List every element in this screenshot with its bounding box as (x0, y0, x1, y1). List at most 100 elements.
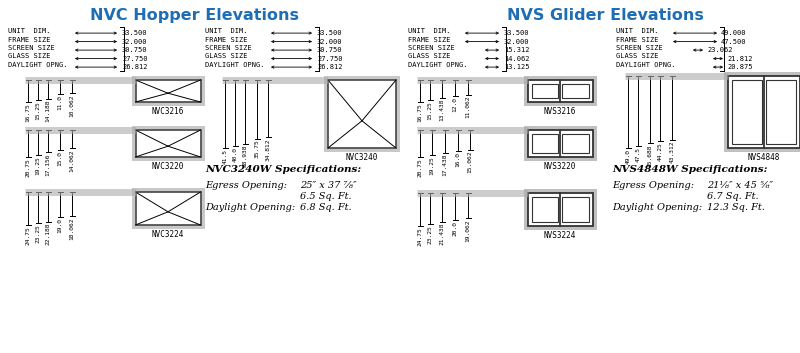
Text: 25″ x 37 ⅞″: 25″ x 37 ⅞″ (300, 181, 357, 190)
Bar (523, 189, 597, 230)
Text: SCREEN SIZE: SCREEN SIZE (408, 45, 454, 51)
Bar (131, 126, 205, 161)
Bar (324, 76, 400, 152)
Text: 49.0: 49.0 (626, 149, 630, 164)
Bar (724, 72, 800, 152)
Text: 16.75: 16.75 (26, 103, 30, 122)
Text: 6.5 Sq. Ft.: 6.5 Sq. Ft. (300, 192, 352, 201)
Text: 33.500: 33.500 (504, 30, 530, 36)
Text: Egress Opening:: Egress Opening: (205, 181, 287, 190)
Bar (527, 130, 593, 157)
Text: 41.5: 41.5 (222, 149, 227, 164)
Bar (766, 80, 796, 144)
Text: 21⅛″ x 45 ⅝″: 21⅛″ x 45 ⅝″ (707, 181, 773, 190)
Text: 49.000: 49.000 (721, 30, 746, 36)
Text: 17.438: 17.438 (442, 154, 447, 176)
Text: 44.25: 44.25 (658, 142, 662, 161)
Text: 30.750: 30.750 (122, 47, 147, 53)
Text: GLASS SIZE: GLASS SIZE (408, 54, 450, 60)
Text: 40.0: 40.0 (233, 146, 238, 162)
Text: 6.8 Sq. Ft.: 6.8 Sq. Ft. (300, 203, 352, 212)
Text: NVS3220: NVS3220 (544, 162, 576, 171)
Text: 17.156: 17.156 (46, 153, 50, 176)
Text: 23.062: 23.062 (707, 47, 733, 53)
Text: 27.750: 27.750 (317, 56, 342, 62)
Text: 15.312: 15.312 (504, 47, 530, 53)
Bar (523, 76, 597, 106)
Bar (131, 188, 205, 229)
Text: NVC Hopper Elevations: NVC Hopper Elevations (90, 8, 299, 23)
Text: 15.25: 15.25 (427, 101, 433, 120)
Text: 20.875: 20.875 (727, 64, 753, 70)
Bar (562, 134, 589, 153)
Text: DAYLIGHT OPNG.: DAYLIGHT OPNG. (8, 62, 67, 68)
Text: NVC3216: NVC3216 (152, 107, 184, 116)
Text: 13.125: 13.125 (504, 64, 530, 70)
Text: 26.812: 26.812 (122, 64, 147, 70)
Text: 23.25: 23.25 (427, 225, 433, 244)
Text: SCREEN SIZE: SCREEN SIZE (616, 45, 662, 51)
Text: NVC3224: NVC3224 (152, 230, 184, 239)
Text: 16.0: 16.0 (455, 152, 461, 167)
Text: 21.812: 21.812 (727, 56, 753, 62)
Text: 19.25: 19.25 (430, 156, 434, 175)
Text: 26.812: 26.812 (317, 64, 342, 70)
Text: 33.500: 33.500 (317, 30, 342, 36)
Bar (328, 80, 396, 148)
Text: 15.062: 15.062 (467, 151, 473, 173)
Text: 20.0: 20.0 (453, 221, 458, 236)
Text: 19.062: 19.062 (466, 220, 470, 242)
Text: 24.75: 24.75 (418, 227, 422, 246)
Text: 30.750: 30.750 (317, 47, 342, 53)
Text: 32.000: 32.000 (317, 38, 342, 44)
Text: UNIT  DIM.: UNIT DIM. (205, 28, 247, 34)
Text: 11.0: 11.0 (58, 95, 62, 110)
Text: GLASS SIZE: GLASS SIZE (616, 54, 658, 60)
Text: 32.000: 32.000 (504, 38, 530, 44)
Text: DAYLIGHT OPNG.: DAYLIGHT OPNG. (616, 62, 675, 68)
Text: UNIT  DIM.: UNIT DIM. (616, 28, 658, 34)
Text: Egress Opening:: Egress Opening: (612, 181, 694, 190)
Bar (523, 126, 597, 161)
Text: GLASS SIZE: GLASS SIZE (8, 54, 50, 60)
Bar (527, 193, 593, 226)
Text: 6.7 Sq. Ft.: 6.7 Sq. Ft. (707, 192, 758, 201)
Text: 20.75: 20.75 (418, 158, 422, 177)
Text: 45.688: 45.688 (647, 144, 653, 167)
Bar (527, 80, 593, 102)
Bar (531, 84, 558, 98)
Text: 13.438: 13.438 (439, 98, 445, 121)
Text: DAYLIGHT OPNG.: DAYLIGHT OPNG. (408, 62, 467, 68)
Text: 32.000: 32.000 (122, 38, 147, 44)
Text: 22.188: 22.188 (46, 223, 50, 245)
Text: 10.062: 10.062 (70, 94, 74, 117)
Bar (728, 76, 800, 148)
Text: GLASS SIZE: GLASS SIZE (205, 54, 247, 60)
Text: NVC3220: NVC3220 (152, 162, 184, 171)
Text: 19.0: 19.0 (58, 219, 62, 233)
Text: DAYLIGHT OPNG.: DAYLIGHT OPNG. (205, 62, 265, 68)
Text: NVS4848: NVS4848 (748, 153, 780, 162)
Text: 14.062: 14.062 (70, 149, 74, 172)
Text: 12.3 Sq. Ft.: 12.3 Sq. Ft. (707, 203, 765, 212)
Text: 27.750: 27.750 (122, 56, 147, 62)
Text: FRAME SIZE: FRAME SIZE (408, 36, 450, 42)
Bar (135, 80, 201, 102)
Text: FRAME SIZE: FRAME SIZE (616, 36, 658, 42)
Text: 34.812: 34.812 (266, 138, 270, 161)
Bar (135, 130, 201, 157)
Text: NVS Glider Elevations: NVS Glider Elevations (506, 8, 703, 23)
Bar (732, 80, 762, 144)
Text: 21.438: 21.438 (439, 223, 445, 245)
Text: 38.938: 38.938 (242, 145, 247, 167)
Text: 47.5: 47.5 (635, 147, 641, 162)
Text: Daylight Opening:: Daylight Opening: (205, 203, 295, 212)
Bar (531, 134, 558, 153)
Text: 23.25: 23.25 (35, 224, 41, 243)
Text: 20.75: 20.75 (26, 158, 30, 177)
Bar (531, 197, 558, 222)
Text: 11.062: 11.062 (466, 96, 470, 118)
Text: FRAME SIZE: FRAME SIZE (205, 36, 247, 42)
Text: SCREEN SIZE: SCREEN SIZE (8, 45, 54, 51)
Text: 24.75: 24.75 (26, 226, 30, 245)
